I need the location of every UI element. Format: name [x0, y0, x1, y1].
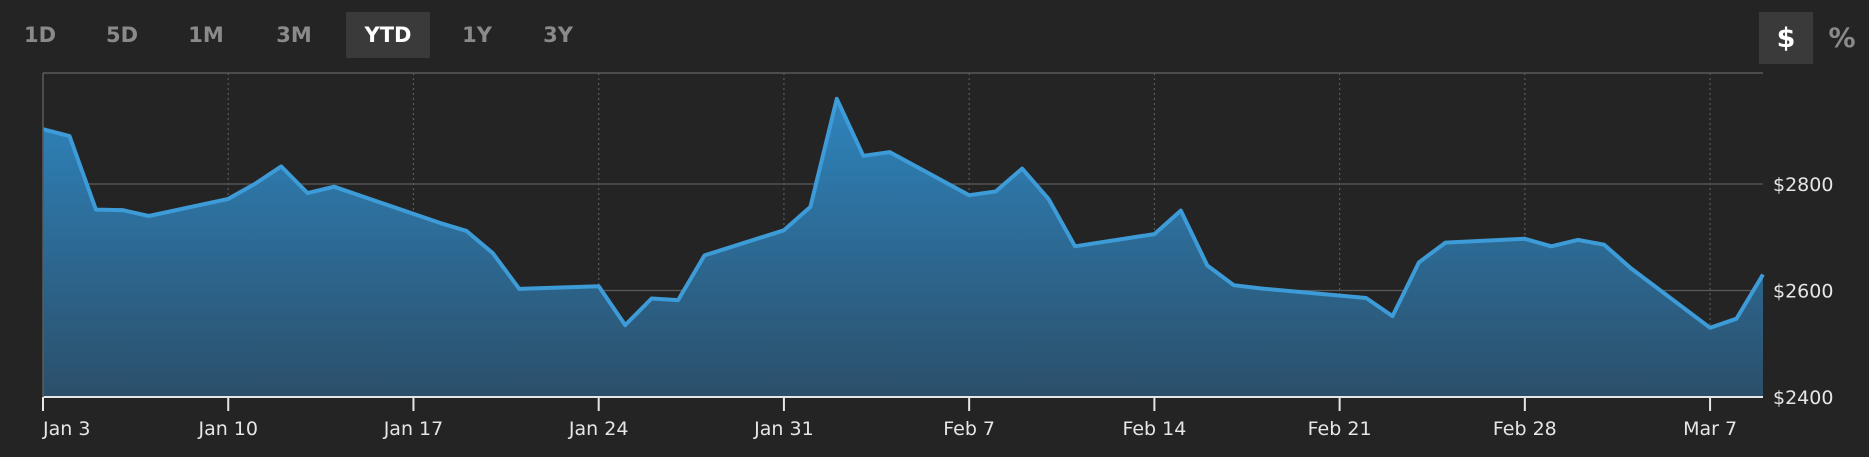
- range-tab-1m[interactable]: 1M: [188, 23, 224, 47]
- y-tick-label: $2800: [1773, 174, 1833, 196]
- x-tick-label: Feb 28: [1493, 418, 1557, 440]
- x-tick-label: Jan 24: [568, 418, 629, 440]
- y-tick-label: $2400: [1773, 387, 1833, 409]
- y-tick-label: $2600: [1773, 281, 1833, 303]
- x-tick-label: Mar 7: [1683, 418, 1737, 440]
- x-tick-label: Feb 21: [1308, 418, 1372, 440]
- percent-mode-button[interactable]: %: [1828, 22, 1856, 54]
- range-tab-3m[interactable]: 3M: [276, 23, 312, 47]
- range-tab-3y[interactable]: 3Y: [543, 23, 573, 47]
- x-tick-label: Jan 10: [197, 418, 258, 440]
- x-tick-label: Feb 14: [1122, 418, 1186, 440]
- x-tick-label: Jan 31: [753, 418, 814, 440]
- area-fill: [43, 98, 1763, 398]
- value-mode-toggle: $ %: [1759, 12, 1869, 64]
- x-tick-label: Jan 3: [42, 418, 90, 440]
- axes: $2400 $2600 $2800 Jan 3 Jan 10 Jan 17 Jan 24 Ja…: [42, 73, 1833, 440]
- range-tab-1d[interactable]: 1D: [23, 23, 57, 47]
- range-tab-1y[interactable]: 1Y: [462, 23, 492, 47]
- price-line: [42, 96, 1765, 330]
- dollar-mode-button[interactable]: $: [1759, 12, 1813, 64]
- x-tick-label: Feb 7: [943, 418, 995, 440]
- range-tab-ytd[interactable]: YTD: [346, 12, 430, 58]
- x-tick-label: Jan 17: [383, 418, 444, 440]
- range-tab-5d[interactable]: 5D: [105, 23, 139, 47]
